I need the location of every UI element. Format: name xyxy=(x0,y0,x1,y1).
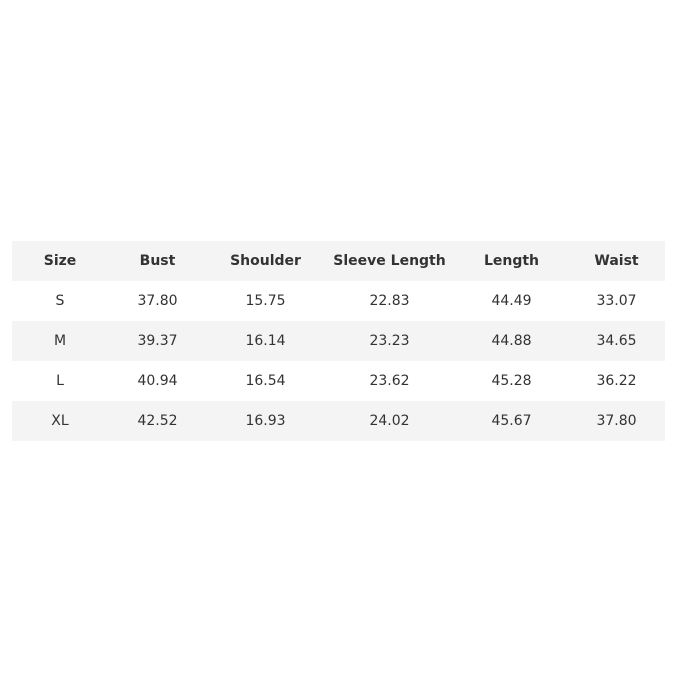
table-row: XL 42.52 16.93 24.02 45.67 37.80 xyxy=(12,401,665,441)
cell-size: S xyxy=(55,293,65,309)
cell-size: XL xyxy=(51,413,69,429)
cell-bust: 37.80 xyxy=(137,293,178,309)
cell-shoulder: 15.75 xyxy=(245,293,286,309)
header-shoulder: Shoulder xyxy=(230,253,301,269)
header-length: Length xyxy=(483,253,540,269)
cell-waist: 36.22 xyxy=(596,373,637,389)
cell-length: 45.67 xyxy=(491,413,532,429)
cell-shoulder: 16.54 xyxy=(245,373,286,389)
header-sleeve-length: Sleeve Length xyxy=(333,253,446,269)
table-row: M 39.37 16.14 23.23 44.88 34.65 xyxy=(12,321,665,361)
cell-waist: 37.80 xyxy=(596,413,637,429)
cell-bust: 40.94 xyxy=(137,373,178,389)
cell-length: 45.28 xyxy=(491,373,532,389)
header-row: Size Bust Shoulder Sleeve Length Length … xyxy=(12,241,665,281)
header-waist: Waist xyxy=(594,253,639,269)
cell-sleeve-length: 23.23 xyxy=(369,333,410,349)
table-row: S 37.80 15.75 22.83 44.49 33.07 xyxy=(12,281,665,321)
cell-shoulder: 16.14 xyxy=(245,333,286,349)
cell-shoulder: 16.93 xyxy=(245,413,286,429)
table-row: L 40.94 16.54 23.62 45.28 36.22 xyxy=(12,361,665,401)
cell-waist: 34.65 xyxy=(596,333,637,349)
cell-sleeve-length: 24.02 xyxy=(369,413,410,429)
size-chart-table: Size Bust Shoulder Sleeve Length Length … xyxy=(12,241,665,441)
header-bust: Bust xyxy=(139,253,176,269)
cell-sleeve-length: 23.62 xyxy=(369,373,410,389)
header-size: Size xyxy=(43,253,77,269)
cell-bust: 42.52 xyxy=(137,413,178,429)
cell-size: M xyxy=(53,333,67,349)
cell-sleeve-length: 22.83 xyxy=(369,293,410,309)
cell-length: 44.88 xyxy=(491,333,532,349)
cell-waist: 33.07 xyxy=(596,293,637,309)
cell-bust: 39.37 xyxy=(137,333,178,349)
cell-length: 44.49 xyxy=(491,293,532,309)
cell-size: L xyxy=(56,373,64,389)
